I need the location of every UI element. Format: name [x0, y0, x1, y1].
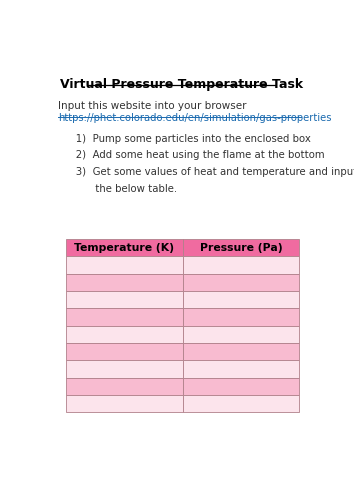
Text: Input this website into your browser: Input this website into your browser	[58, 101, 246, 111]
Text: Virtual Pressure Temperature Task: Virtual Pressure Temperature Task	[60, 78, 303, 92]
FancyBboxPatch shape	[66, 395, 183, 412]
FancyBboxPatch shape	[183, 291, 299, 308]
FancyBboxPatch shape	[183, 395, 299, 412]
FancyBboxPatch shape	[66, 360, 183, 378]
FancyBboxPatch shape	[66, 239, 183, 256]
FancyBboxPatch shape	[66, 343, 183, 360]
Text: Temperature (K): Temperature (K)	[74, 242, 175, 252]
FancyBboxPatch shape	[66, 256, 183, 274]
FancyBboxPatch shape	[183, 308, 299, 326]
Text: 3)  Get some values of heat and temperature and input them into: 3) Get some values of heat and temperatu…	[66, 167, 354, 177]
FancyBboxPatch shape	[183, 239, 299, 256]
FancyBboxPatch shape	[66, 274, 183, 291]
FancyBboxPatch shape	[66, 308, 183, 326]
Text: 1)  Pump some particles into the enclosed box: 1) Pump some particles into the enclosed…	[66, 134, 311, 144]
Text: Pressure (Pa): Pressure (Pa)	[200, 242, 282, 252]
Text: the below table.: the below table.	[66, 184, 177, 194]
FancyBboxPatch shape	[183, 326, 299, 343]
FancyBboxPatch shape	[183, 360, 299, 378]
FancyBboxPatch shape	[183, 274, 299, 291]
FancyBboxPatch shape	[183, 343, 299, 360]
FancyBboxPatch shape	[66, 326, 183, 343]
FancyBboxPatch shape	[183, 256, 299, 274]
FancyBboxPatch shape	[66, 291, 183, 308]
FancyBboxPatch shape	[66, 378, 183, 395]
FancyBboxPatch shape	[183, 378, 299, 395]
Text: https://phet.colorado.edu/en/simulation/gas-properties: https://phet.colorado.edu/en/simulation/…	[58, 112, 331, 122]
Text: 2)  Add some heat using the flame at the bottom: 2) Add some heat using the flame at the …	[66, 150, 325, 160]
